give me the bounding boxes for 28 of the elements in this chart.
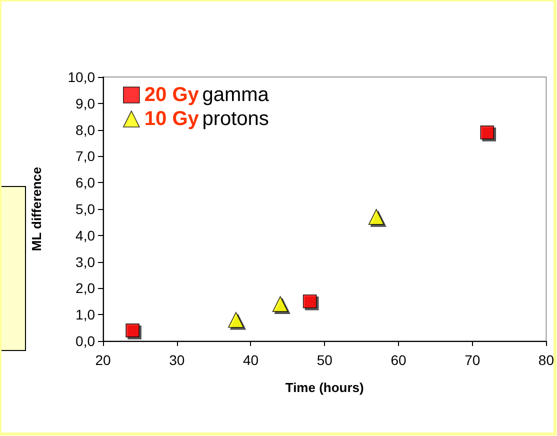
point	[272, 296, 288, 312]
y-tick-label: 8,0	[76, 122, 96, 138]
point	[302, 294, 317, 308]
y-tick-label: 4,0	[76, 227, 96, 244]
x-tick-label: 40	[242, 352, 259, 368]
y-tick-label: 5,0	[76, 201, 96, 217]
y-tick-label: 10,0	[68, 69, 96, 85]
y-tick-label: 2,0	[76, 280, 96, 296]
point	[228, 312, 244, 328]
y-tick-label: 9,0	[76, 95, 96, 112]
point	[480, 126, 494, 140]
y-tick-label: 0,0	[76, 333, 96, 349]
x-axis-title: Time (hours)	[285, 380, 364, 395]
x-tick-label: 70	[464, 352, 480, 368]
x-tick-label: 20	[95, 352, 111, 368]
x-tick-label: 50	[316, 352, 333, 368]
point	[126, 324, 140, 338]
x-tick-label: 60	[390, 352, 406, 368]
y-tick-label: 1,0	[76, 306, 96, 323]
y-axis-title: ML difference	[29, 166, 44, 252]
y-tick-label: 7,0	[76, 148, 96, 164]
point	[368, 209, 384, 225]
y-tick-label: 3,0	[76, 254, 96, 270]
y-tick-label: 6,0	[76, 174, 96, 191]
legend-label: 10 Gy protons	[144, 108, 269, 130]
x-tick-label: 30	[169, 352, 185, 368]
x-tick-label: 80	[538, 352, 554, 368]
legend-label: 20 Gy gamma	[144, 84, 270, 106]
